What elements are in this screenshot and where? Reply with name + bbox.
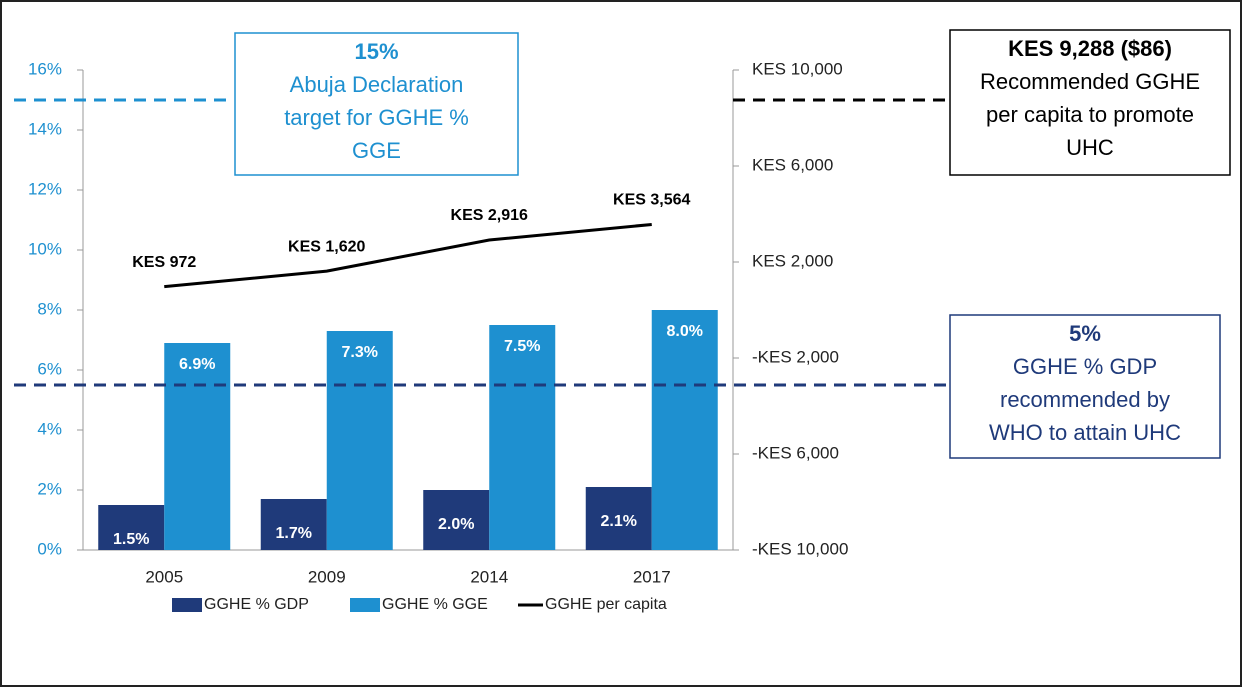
y-tick-label: 6% (37, 359, 62, 378)
bar-label: 2.1% (601, 513, 637, 530)
annotation-text: 15% (354, 39, 398, 64)
legend-label: GGHE % GGE (382, 596, 488, 613)
y-tick-label: 2% (37, 479, 62, 498)
bar (326, 331, 393, 550)
bar (489, 325, 556, 550)
y2-tick-label: -KES 10,000 (752, 539, 848, 558)
annotation-box (949, 29, 1231, 176)
annotation-text: Recommended GGHE (980, 69, 1200, 94)
annotation-text: per capita to promote (986, 102, 1194, 127)
annotation-text: KES 9,288 ($86) (1008, 36, 1172, 61)
y-tick-label: 10% (28, 239, 62, 258)
annotation-text: GGE (352, 138, 401, 163)
x-tick-label: 2009 (308, 567, 346, 586)
legend-swatch (172, 598, 202, 612)
line (164, 222, 652, 289)
bar-label: 1.7% (276, 525, 312, 542)
bar (651, 310, 718, 550)
legend-swatch (350, 598, 380, 612)
bar-label: 7.3% (342, 344, 378, 361)
line-label: KES 2,916 (451, 207, 528, 224)
x-tick-label: 2017 (633, 567, 671, 586)
annotation-box (949, 314, 1221, 459)
y-tick-label: 0% (37, 539, 62, 558)
annotation-text: UHC (1066, 135, 1114, 160)
x-tick-label: 2005 (145, 567, 183, 586)
y2-tick-label: -KES 2,000 (752, 347, 839, 366)
annotation-text: target for GGHE % (284, 105, 469, 130)
y2-tick-label: KES 2,000 (752, 251, 833, 270)
legend-label: GGHE per capita (545, 596, 667, 613)
legend-label: GGHE % GDP (204, 596, 309, 613)
bar-label: 2.0% (438, 516, 474, 533)
annotation-text: GGHE % GDP (1013, 354, 1157, 379)
y-tick-label: 4% (37, 419, 62, 438)
bar-label: 8.0% (667, 323, 703, 340)
y-tick-label: 14% (28, 119, 62, 138)
annotation-box (234, 32, 519, 176)
line-label: KES 3,564 (613, 192, 690, 209)
annotation-text: 5% (1069, 321, 1101, 346)
bar (98, 505, 165, 550)
bar-label: 1.5% (113, 531, 149, 548)
x-tick-label: 2014 (470, 567, 508, 586)
annotation-text: Abuja Declaration (290, 72, 464, 97)
y-tick-label: 12% (28, 179, 62, 198)
bar (260, 499, 327, 550)
y2-tick-label: -KES 6,000 (752, 443, 839, 462)
annotation-text: WHO to attain UHC (989, 420, 1181, 445)
bar (585, 487, 652, 550)
line-label: KES 1,620 (288, 238, 365, 255)
y2-tick-label: KES 10,000 (752, 59, 843, 78)
bar-label: 7.5% (504, 338, 540, 355)
annotation-text: recommended by (1000, 387, 1170, 412)
line-label: KES 972 (132, 254, 196, 271)
bar (164, 343, 231, 550)
y-tick-label: 8% (37, 299, 62, 318)
bar-label: 6.9% (179, 356, 215, 373)
y2-tick-label: KES 6,000 (752, 155, 833, 174)
bar (423, 490, 490, 550)
y-tick-label: 16% (28, 59, 62, 78)
